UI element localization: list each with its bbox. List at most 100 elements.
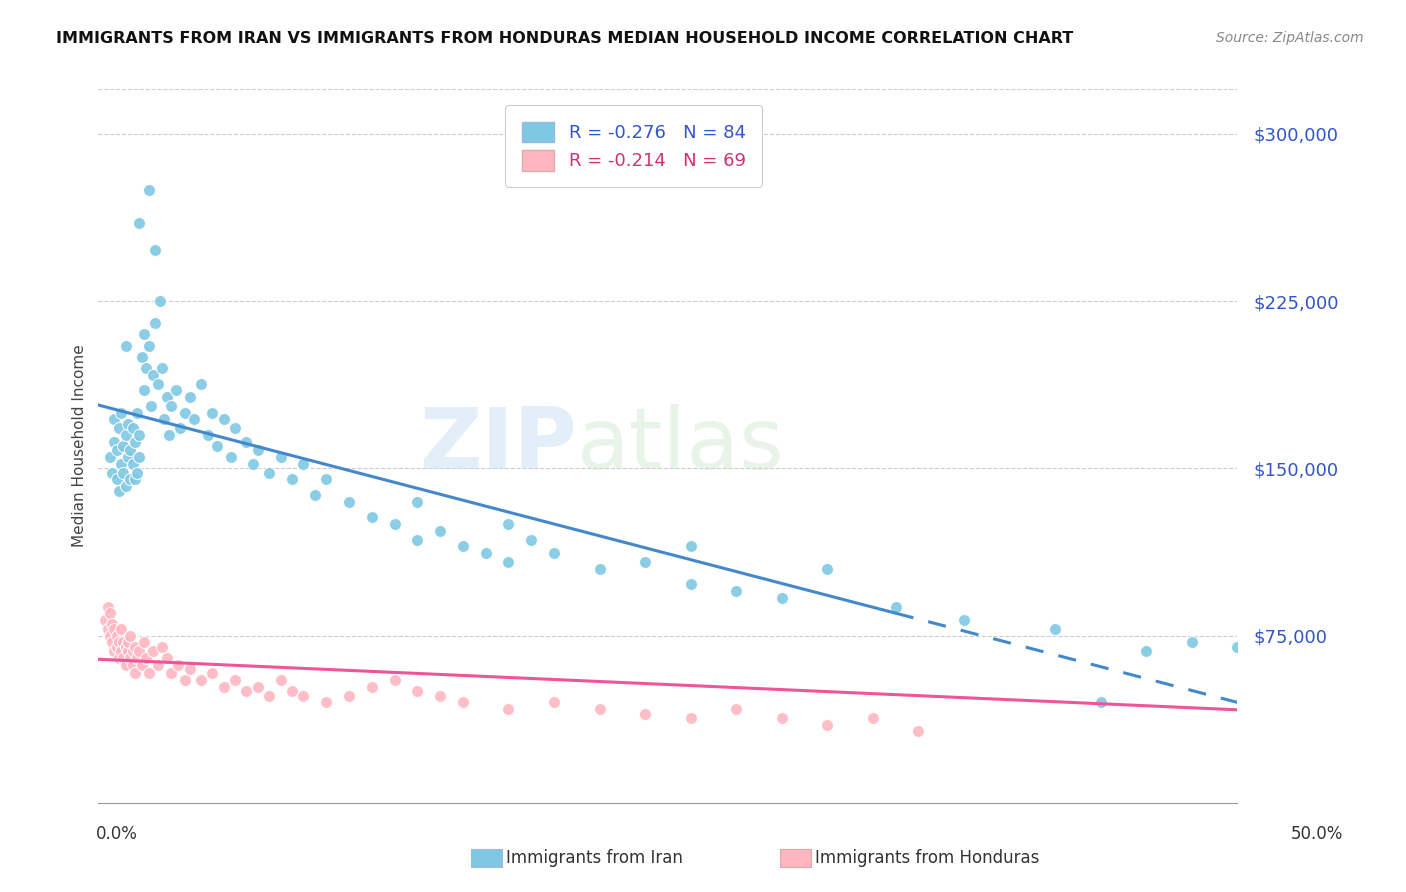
Point	[197, 427, 219, 442]
Point	[132, 327, 155, 342]
Point	[270, 673, 292, 687]
Point	[165, 383, 187, 397]
Point	[142, 368, 165, 382]
Point	[110, 457, 132, 471]
Point	[112, 635, 135, 649]
Point	[588, 702, 610, 716]
Point	[169, 421, 191, 435]
Point	[953, 613, 976, 627]
Point	[224, 421, 246, 435]
Point	[138, 182, 160, 196]
Point	[1043, 622, 1066, 636]
Point	[174, 405, 197, 419]
Point	[98, 450, 121, 464]
Text: Immigrants from Honduras: Immigrants from Honduras	[815, 849, 1040, 867]
Point	[112, 651, 135, 665]
Point	[114, 657, 136, 672]
Point	[429, 689, 451, 703]
Point	[174, 673, 197, 687]
Point	[142, 644, 165, 658]
Text: Source: ZipAtlas.com: Source: ZipAtlas.com	[1216, 31, 1364, 45]
Point	[1226, 640, 1249, 654]
Point	[110, 622, 132, 636]
Point	[121, 644, 143, 658]
Point	[120, 472, 142, 486]
Point	[451, 539, 474, 553]
Point	[212, 412, 235, 426]
Point	[120, 651, 142, 665]
Point	[127, 466, 149, 480]
Point	[815, 717, 838, 731]
Point	[160, 666, 183, 681]
Point	[1090, 696, 1112, 710]
Point	[337, 689, 360, 703]
Point	[127, 651, 149, 665]
Point	[121, 657, 143, 672]
Point	[132, 635, 155, 649]
Point	[498, 555, 520, 569]
Point	[315, 472, 337, 486]
Point	[135, 360, 157, 375]
Point	[862, 711, 884, 725]
Point	[235, 684, 257, 698]
Point	[679, 711, 702, 725]
Point	[146, 657, 169, 672]
Point	[384, 673, 406, 687]
Text: IMMIGRANTS FROM IRAN VS IMMIGRANTS FROM HONDURAS MEDIAN HOUSEHOLD INCOME CORRELA: IMMIGRANTS FROM IRAN VS IMMIGRANTS FROM …	[56, 31, 1074, 46]
Point	[112, 466, 135, 480]
Point	[108, 483, 131, 498]
Point	[634, 706, 657, 721]
Point	[384, 516, 406, 531]
Point	[259, 466, 281, 480]
Point	[315, 696, 337, 710]
Point	[110, 644, 132, 658]
Point	[1135, 644, 1157, 658]
Point	[138, 666, 160, 681]
Point	[360, 680, 382, 694]
Point	[281, 472, 304, 486]
Point	[124, 666, 146, 681]
Point	[108, 635, 131, 649]
Point	[679, 539, 702, 553]
Point	[131, 657, 153, 672]
Point	[406, 684, 429, 698]
Point	[127, 405, 149, 419]
Point	[725, 583, 748, 598]
Point	[128, 450, 150, 464]
Point	[105, 472, 128, 486]
Point	[108, 651, 131, 665]
Point	[815, 562, 838, 576]
Point	[543, 696, 565, 710]
Text: Immigrants from Iran: Immigrants from Iran	[506, 849, 683, 867]
Legend: R = -0.276   N = 84, R = -0.214   N = 69: R = -0.276 N = 84, R = -0.214 N = 69	[506, 105, 762, 186]
Point	[96, 622, 118, 636]
Point	[190, 673, 212, 687]
Point	[270, 450, 292, 464]
Point	[146, 376, 169, 391]
Point	[907, 724, 929, 739]
Point	[205, 439, 228, 453]
Point	[498, 702, 520, 716]
Point	[103, 644, 125, 658]
Point	[1181, 635, 1204, 649]
Point	[114, 640, 136, 654]
Point	[259, 689, 281, 703]
Text: ZIP: ZIP	[419, 404, 576, 488]
Point	[679, 577, 702, 591]
Point	[105, 640, 128, 654]
Point	[406, 494, 429, 508]
Point	[543, 546, 565, 560]
Point	[183, 412, 205, 426]
Point	[156, 651, 179, 665]
Point	[153, 412, 176, 426]
Point	[103, 412, 125, 426]
Point	[224, 673, 246, 687]
Point	[179, 390, 201, 404]
Point	[360, 510, 382, 524]
Point	[121, 457, 143, 471]
Point	[235, 434, 257, 449]
Point	[770, 711, 793, 725]
Point	[145, 316, 167, 330]
Point	[156, 390, 179, 404]
Point	[201, 666, 224, 681]
